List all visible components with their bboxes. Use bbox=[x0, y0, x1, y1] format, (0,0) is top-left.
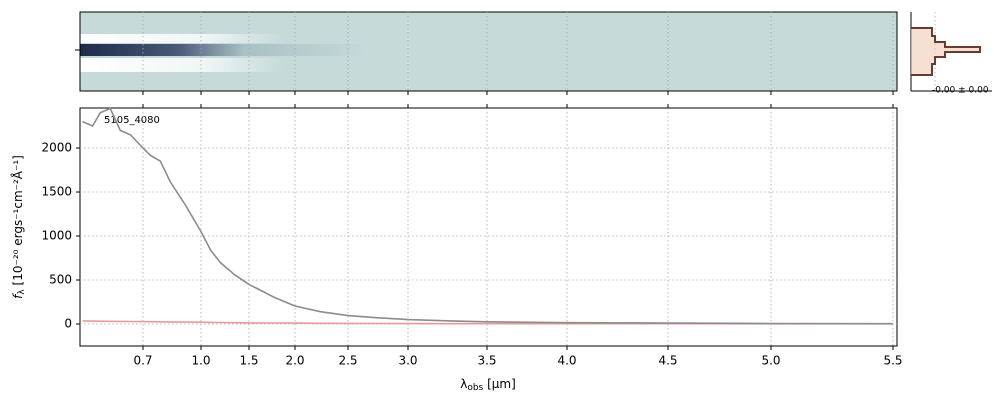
x-label-symbol: λ bbox=[460, 377, 467, 391]
y-axis-label: fλ [10⁻²⁰ ergs⁻¹cm⁻²Å⁻¹] bbox=[10, 155, 27, 299]
x-tick-label: 4.5 bbox=[658, 354, 677, 368]
x-label-rest: [μm] bbox=[483, 377, 516, 391]
x-tick-label: 3.0 bbox=[398, 354, 417, 368]
x-tick-label: 2.5 bbox=[338, 354, 357, 368]
y-tick-label: 2000 bbox=[41, 141, 72, 155]
x-tick-label: 2.0 bbox=[285, 354, 304, 368]
plot-frame bbox=[79, 107, 898, 347]
y-tick-label: 500 bbox=[49, 273, 72, 287]
y-tick-label: 0 bbox=[64, 317, 72, 331]
x-tick-label: 0.7 bbox=[133, 354, 152, 368]
x-tick-label: 4.0 bbox=[557, 354, 576, 368]
x-tick-label: 3.5 bbox=[477, 354, 496, 368]
series-line bbox=[82, 107, 894, 325]
spectrum-2d bbox=[75, 11, 898, 92]
x-tick-label: 5.5 bbox=[883, 354, 902, 368]
profile-label: -0.00 ± 0.00 bbox=[932, 86, 989, 96]
x-tick-label: 1.5 bbox=[239, 354, 258, 368]
y-label-rest: [10⁻²⁰ ergs⁻¹cm⁻²Å⁻¹] bbox=[10, 155, 25, 289]
y-tick-label: 1000 bbox=[41, 229, 72, 243]
annotation: 5105_4080 bbox=[104, 115, 160, 126]
series-line bbox=[82, 320, 893, 325]
x-tick-label: 5.0 bbox=[761, 354, 780, 368]
profile-panel: -0.00 ± 0.00 bbox=[910, 12, 992, 96]
x-label-sub: obs bbox=[467, 383, 483, 393]
y-tick-label: 1500 bbox=[41, 185, 72, 199]
y-label-symbol: f bbox=[11, 293, 25, 299]
y-label-sub: λ bbox=[17, 289, 27, 295]
x-axis-label: λobs [μm] bbox=[460, 377, 516, 393]
x-tick-label: 1.0 bbox=[191, 354, 210, 368]
